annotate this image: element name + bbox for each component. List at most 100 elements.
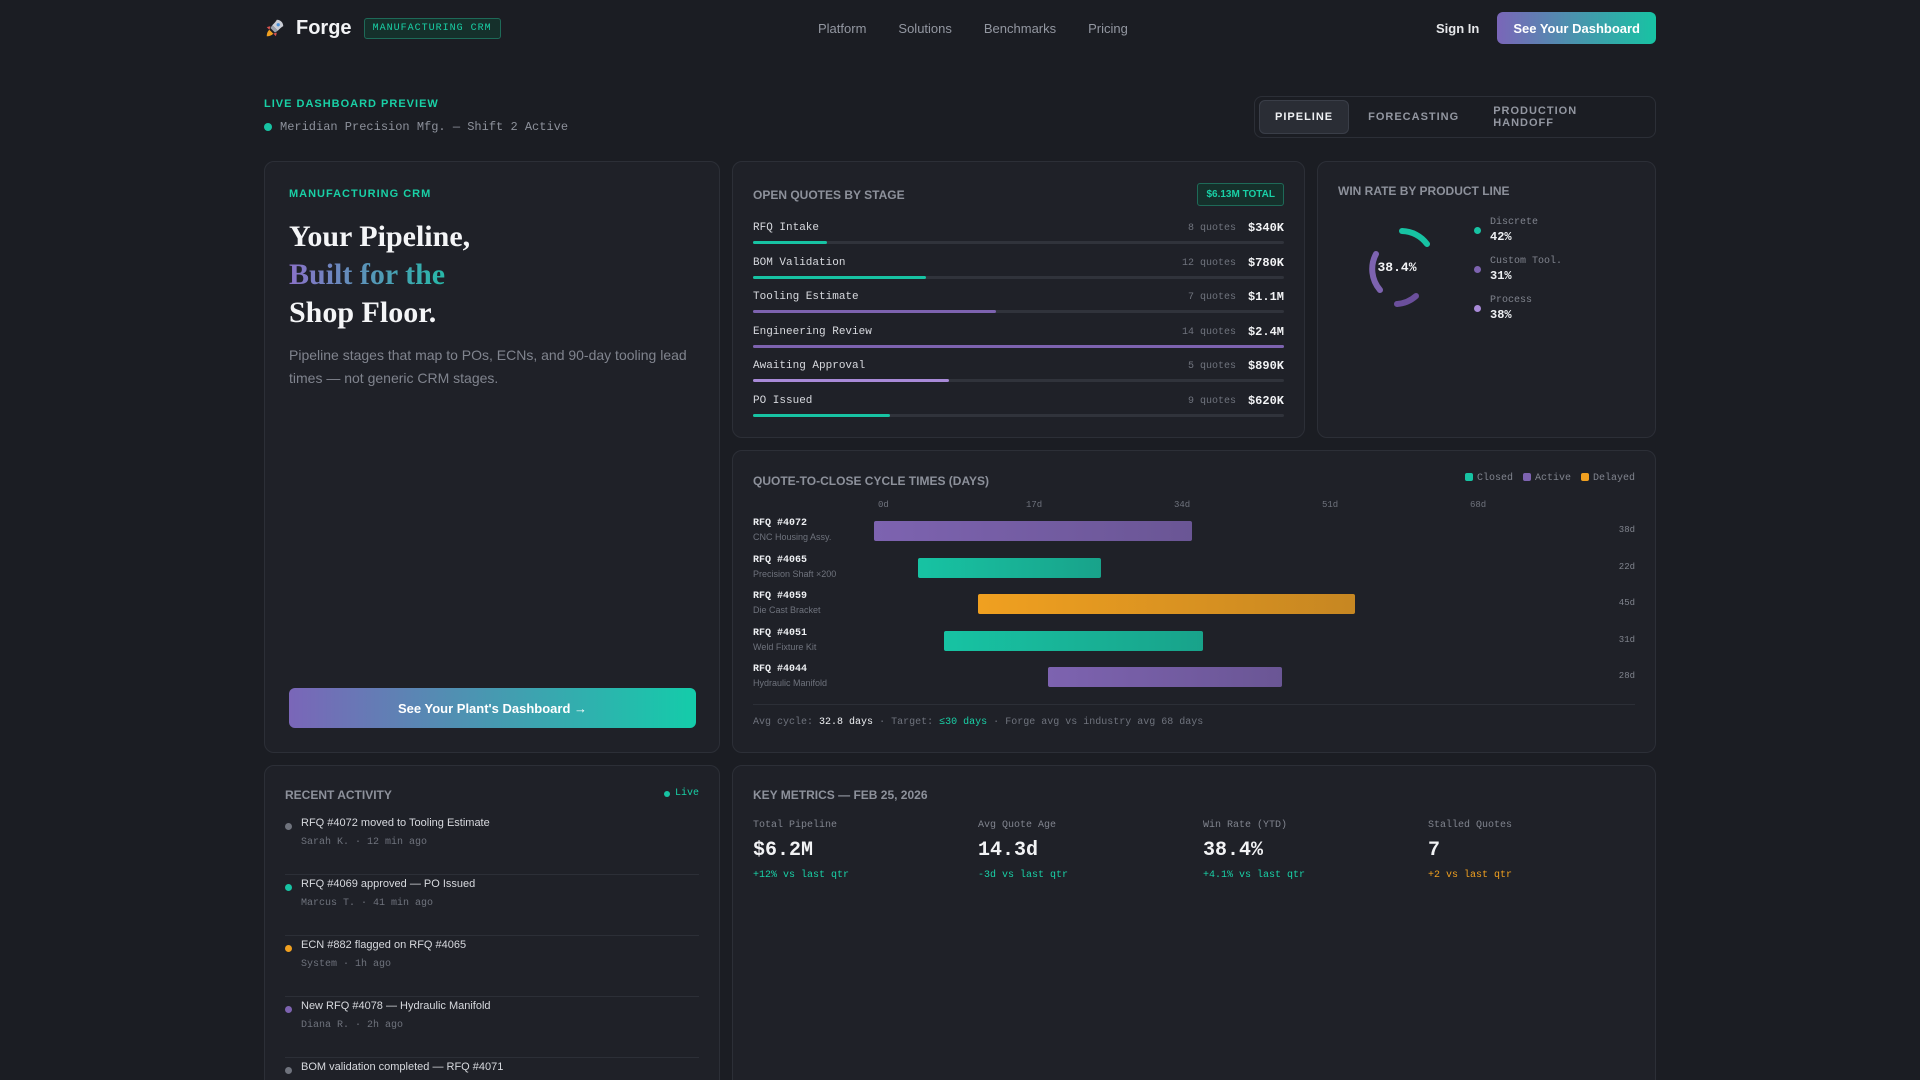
x-tick-label: 34d (1174, 500, 1191, 510)
stage-row: BOM Validation 12 quotes $780K (753, 255, 1284, 292)
cycle-gantt: RFQ #4072 CNC Housing Assy. 38d RFQ #4065 Pr… (753, 516, 1635, 699)
gantt-row: RFQ #4059 Die Cast Bracket 45d (753, 589, 1635, 626)
stage-row: Tooling Estimate 7 quotes $1.1M (753, 290, 1284, 326)
metric-value: 14.3d (978, 839, 1039, 862)
donut-arc-discrete (1399, 228, 1430, 247)
see-dashboard-button[interactable]: See Your Dashboard (1497, 12, 1656, 44)
metric-label: Total Pipeline (753, 820, 838, 831)
stage-count: 9 quotes (1187, 395, 1236, 407)
hero-heading: Your Pipeline, Built for the Shop Floor. (289, 218, 470, 332)
stage-name: Engineering Review (753, 325, 872, 338)
stage-row: PO Issued 9 quotes $620K (753, 394, 1284, 430)
x-tick-label: 68d (1470, 500, 1487, 510)
legend-closed: Closed (1464, 473, 1513, 484)
stage-count: 7 quotes (1187, 292, 1236, 303)
metric-delta: +4.1% vs last qtr (1203, 870, 1306, 881)
activity-item[interactable]: RFQ #4069 approved — PO Issued Marcus T. … (285, 875, 699, 936)
stages-title: OPEN QUOTES BY STAGE (753, 188, 905, 202)
stage-count: 14 quotes (1181, 326, 1236, 338)
activity-title: BOM validation completed — RFQ #4071 (301, 1061, 504, 1073)
cycle-title: QUOTE-TO-CLOSE CYCLE TIMES (days) (753, 474, 990, 488)
cycle-bar[interactable] (874, 521, 1192, 541)
cycle-bar[interactable] (917, 557, 1102, 578)
brand-badge: MANUFACTURING CRM (363, 17, 501, 39)
total-badge: $6.13M TOTAL (1197, 183, 1284, 206)
activity-dot (285, 945, 292, 952)
activity-item[interactable]: RFQ #4072 moved to Tooling Estimate Sarah… (285, 814, 699, 875)
activity-item[interactable]: New RFQ #4078 — Hydraulic Manifold Diana … (285, 997, 699, 1058)
legend-delayed: Delayed (1580, 473, 1635, 484)
cycle-bar[interactable] (943, 630, 1203, 651)
gantt-row: RFQ #4072 CNC Housing Assy. 38d (753, 516, 1635, 553)
preview-subtitle: Meridian Precision Mfg. — Shift 2 Active (264, 120, 568, 134)
cycle-days: 45d (1618, 598, 1635, 608)
hero-body: Pipeline stages that map to POs, ECNs, a… (289, 347, 687, 386)
stage-name: PO Issued (753, 394, 813, 407)
stage-row: Awaiting Approval 5 quotes $890K (753, 359, 1284, 395)
stage-track (753, 413, 1284, 417)
metric-value: 7 (1428, 839, 1441, 862)
legend-name: Custom Tool. (1490, 256, 1563, 267)
stage-value: $1.1M (1247, 290, 1284, 304)
x-tick-label: 17d (1026, 500, 1043, 510)
nav-link-pricing[interactable]: Pricing (1088, 20, 1128, 36)
live-badge: Live (663, 788, 699, 799)
nav-link-benchmarks[interactable]: Benchmarks (983, 20, 1057, 36)
nav-link-platform[interactable]: Platform (818, 20, 867, 36)
cycle-bar[interactable] (1048, 667, 1283, 687)
stage-fill (753, 275, 926, 279)
rfq-desc: CNC Housing Assy. (753, 532, 832, 542)
stage-value: $890K (1247, 359, 1284, 373)
win-rate-donut (1369, 228, 1430, 307)
gantt-row: RFQ #4051 Weld Fixture Kit 31d (753, 626, 1635, 663)
tab-forecasting[interactable]: FORECASTING (1368, 111, 1460, 123)
metric-delta: +12% vs last qtr (753, 870, 850, 881)
dashboard-tabs: PIPELINE FORECASTING PRODUCTION HANDOFF (1254, 96, 1656, 138)
tab-production-handoff[interactable]: PRODUCTION HANDOFF (1493, 105, 1578, 129)
brand[interactable]: Forge MANUFACTURING CRM (264, 17, 501, 40)
avg-cycle-value: 32.8 days (819, 717, 874, 728)
nav-links: Platform Solutions Benchmarks Pricing (818, 21, 1128, 36)
cycle-bar[interactable] (978, 594, 1355, 614)
activity-dot (285, 884, 292, 891)
legend-dot (1474, 266, 1481, 273)
metric-label: Avg Quote Age (978, 820, 1057, 831)
stage-track (753, 241, 1284, 244)
tab-pipeline[interactable]: PIPELINE (1259, 100, 1350, 134)
gantt-row: RFQ #4065 Precision Shaft ×200 22d (753, 553, 1635, 590)
nav-link-solutions[interactable]: Solutions (898, 20, 952, 36)
nav-actions: Sign In See Your Dashboard (1436, 12, 1656, 44)
stage-fill (753, 344, 1284, 348)
hero-line-3: Shop Floor. (289, 296, 437, 329)
x-tick-label: 51d (1322, 500, 1339, 510)
stage-track (753, 344, 1284, 348)
activity-title: RFQ #4072 moved to Tooling Estimate (301, 817, 490, 829)
quotes-by-stage-card: OPEN QUOTES BY STAGE $6.13M TOTAL RFQ In… (732, 161, 1305, 438)
stage-count: 12 quotes (1181, 257, 1236, 269)
metric-tile: Stalled Quotes 7 +2 vs last qtr (1428, 820, 1628, 881)
rocket-icon (266, 19, 284, 37)
cycle-days: 28d (1618, 671, 1635, 681)
stage-row: Engineering Review 14 quotes $2.4M (753, 324, 1284, 361)
x-axis-ticks: 0d 17d 34d 51d 68d (874, 500, 1614, 512)
preview-label: LIVE DASHBOARD PREVIEW (264, 98, 439, 110)
cycle-days: 31d (1618, 634, 1635, 645)
sign-in-link[interactable]: Sign In (1435, 20, 1480, 36)
metric-delta: +2 vs last qtr (1428, 870, 1513, 881)
activity-item[interactable]: BOM validation completed — RFQ #4071 (285, 1058, 699, 1080)
legend-dot (1474, 227, 1481, 234)
cycle-days: 38d (1618, 525, 1635, 535)
win-rate-card: WIN RATE BY PRODUCT LINE 38.4% Discrete … (1317, 161, 1656, 438)
activity-meta: System · 1h ago (301, 959, 392, 970)
plant-dashboard-button[interactable]: See Your Plant's Dashboard → (289, 688, 696, 728)
activity-item[interactable]: ECN #882 flagged on RFQ #4065 System · 1h… (285, 936, 699, 997)
stage-value: $2.4M (1247, 324, 1284, 339)
activity-list: RFQ #4072 moved to Tooling Estimate Sarah… (285, 814, 699, 1080)
legend-item: Custom Tool. 31% (1474, 256, 1562, 295)
activity-title: RECENT ACTIVITY (285, 788, 392, 802)
metric-label: Stalled Quotes (1428, 820, 1513, 831)
activity-meta: Sarah K. · 12 min ago (301, 837, 428, 848)
metric-tile: Total Pipeline $6.2M +12% vs last qtr (753, 820, 953, 881)
stage-count: 5 quotes (1187, 361, 1236, 372)
stage-value: $780K (1247, 255, 1284, 270)
